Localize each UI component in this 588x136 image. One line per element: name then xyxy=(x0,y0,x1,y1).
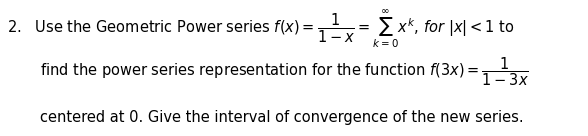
Text: find the power series representation for the function $f(3x) = \dfrac{1}{1-3x}$: find the power series representation for… xyxy=(40,55,529,88)
Text: centered at 0. Give the interval of convergence of the new series.: centered at 0. Give the interval of conv… xyxy=(40,110,523,125)
Text: 2.   Use the Geometric Power series $f(x) = \dfrac{1}{1-x} = \sum_{k=0}^{\infty}: 2. Use the Geometric Power series $f(x) … xyxy=(7,8,514,50)
